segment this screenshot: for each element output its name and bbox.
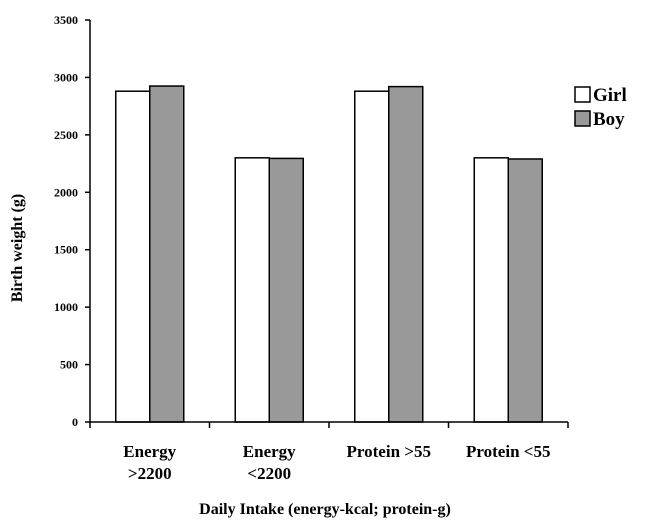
y-axis-title: Birth weight (g) xyxy=(9,194,26,302)
legend-label-boy: Boy xyxy=(593,109,625,130)
x-category-label: Protein <55 xyxy=(466,442,550,461)
bar-girl-0 xyxy=(115,90,151,423)
y-tick-label: 2000 xyxy=(54,185,78,199)
bar-boy-0 xyxy=(149,85,185,423)
bar-boy-3 xyxy=(507,158,543,423)
y-tick-label: 1500 xyxy=(54,243,78,257)
bars-layer xyxy=(115,85,543,423)
y-tick-label: 3500 xyxy=(54,13,78,27)
y-tick-label: 3000 xyxy=(54,70,78,84)
x-category-label: Energy >2200 xyxy=(123,442,176,483)
legend: Girl Boy xyxy=(574,85,627,130)
y-tick-labels: 0 500 1000 1500 2000 2500 3000 3500 xyxy=(54,13,78,429)
y-tick-label: 2500 xyxy=(54,128,78,142)
x-category-label: Energy <2200 xyxy=(243,442,296,483)
bar-girl-1 xyxy=(234,157,270,423)
x-axis-title: Daily Intake (energy-kcal; protein-g) xyxy=(199,501,451,518)
bar-girl-3 xyxy=(473,157,509,423)
bar-girl-2 xyxy=(354,90,390,423)
bar-boy-1 xyxy=(268,157,304,423)
y-tick-label: 1000 xyxy=(54,300,78,314)
legend-swatch-boy xyxy=(574,110,591,127)
legend-swatch-girl xyxy=(574,86,591,103)
x-category-label: Protein >55 xyxy=(347,442,431,461)
x-category-labels: Energy >2200 Energy <2200 Protein >55 Protein… xyxy=(123,442,550,483)
y-tick-label: 0 xyxy=(72,415,78,429)
y-tick-label: 500 xyxy=(60,358,78,372)
axes-layer xyxy=(85,19,569,428)
legend-label-girl: Girl xyxy=(593,85,627,106)
bar-boy-2 xyxy=(388,85,424,423)
